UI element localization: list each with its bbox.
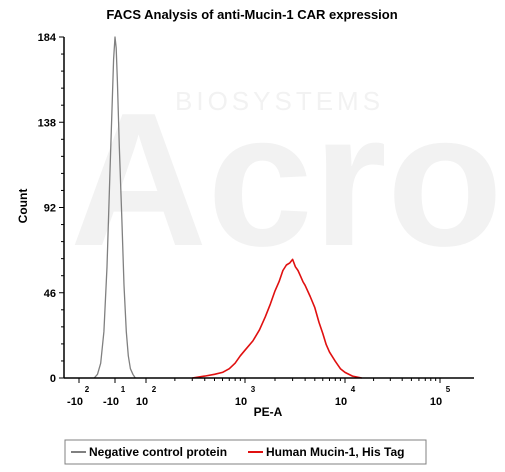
y-tick-label: 138 — [38, 117, 56, 129]
legend-box — [64, 439, 427, 465]
axes-layer — [63, 37, 474, 379]
series-line-mucin-1 — [192, 258, 362, 379]
x-tick-exponent: 2 — [152, 385, 157, 394]
series-line-negative-control — [93, 36, 136, 379]
x-tick-label: -10 — [67, 396, 83, 408]
legend: Negative control protein Human Mucin-1, … — [64, 439, 427, 465]
x-tick-label: -10 — [103, 396, 119, 408]
y-tick-label: 0 — [50, 373, 56, 385]
watermark: BIOSYSTEMS Acro — [70, 74, 503, 286]
y-tick-label: 184 — [38, 32, 57, 44]
y-axis-label: Count — [16, 189, 30, 224]
y-tick-label: 92 — [44, 203, 56, 215]
x-tick-label: 10 — [430, 396, 442, 408]
chart-title: FACS Analysis of anti-Mucin-1 CAR expres… — [106, 7, 397, 22]
watermark-top-text: BIOSYSTEMS — [175, 86, 384, 116]
x-tick-label: 10 — [335, 396, 347, 408]
x-tick-label: 10 — [136, 396, 148, 408]
x-tick-exponent: 4 — [351, 385, 356, 394]
x-tick-exponent: 2 — [85, 385, 90, 394]
x-tick-exponent: 5 — [446, 385, 451, 394]
watermark-logo-text: Acro — [70, 74, 503, 286]
x-tick-label: 10 — [235, 396, 247, 408]
x-tick-exponent: 3 — [251, 385, 256, 394]
legend-label-negative-control: Negative control protein — [89, 445, 227, 459]
x-axis-label: PE-A — [254, 405, 283, 419]
legend-label-mucin-1: Human Mucin-1, His Tag — [266, 445, 404, 459]
x-tick-exponent: 1 — [121, 385, 126, 394]
y-tick-label: 46 — [44, 288, 56, 300]
series-layer — [93, 36, 362, 379]
